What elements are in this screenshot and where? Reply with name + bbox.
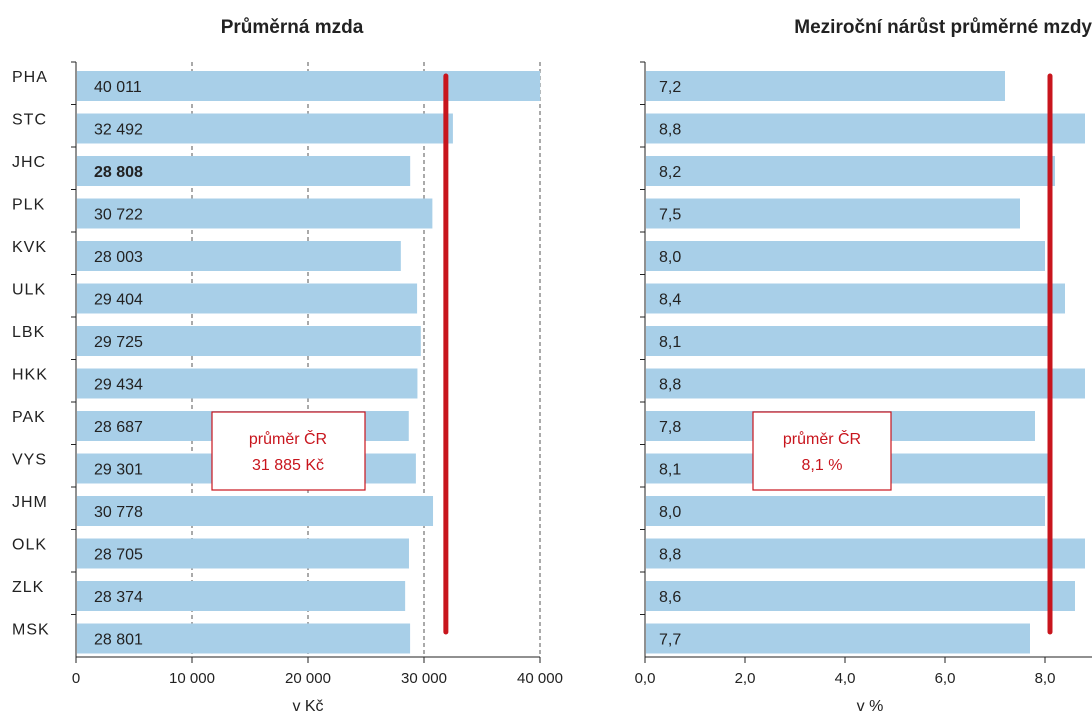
- right-value-label: 7,7: [659, 632, 681, 649]
- right-bar: [646, 113, 1085, 144]
- left-value-label: 28 687: [94, 419, 143, 436]
- left-bar: [77, 283, 418, 314]
- left-average-label-1: průměr ČR: [249, 429, 327, 448]
- category-label: ULK: [12, 282, 46, 299]
- left-average-label-2: 31 885 Kč: [252, 457, 324, 474]
- right-average-box: průměr ČR 8,1 %: [752, 411, 892, 491]
- right-bar: [646, 326, 1050, 356]
- right-ticks: 0,0 2,0 4,0 6,0 8,0: [635, 61, 1056, 687]
- right-x-axis-label: v %: [857, 698, 884, 715]
- right-value-label: 7,5: [659, 207, 681, 224]
- right-bar: [646, 368, 1085, 399]
- right-value-label: 8,0: [659, 249, 681, 266]
- category-label: ZLK: [12, 579, 44, 596]
- right-value-label: 8,8: [659, 547, 681, 564]
- left-value-label: 28 801: [94, 632, 143, 649]
- category-label: HKK: [12, 367, 48, 384]
- left-value-label: 40 011: [94, 79, 142, 96]
- left-bar: [77, 198, 433, 229]
- right-value-label: 7,2: [659, 79, 681, 96]
- right-x-tick-label: 2,0: [735, 670, 756, 687]
- left-x-axis-label: v Kč: [292, 698, 323, 715]
- category-label: OLK: [12, 537, 47, 554]
- left-value-label: 29 434: [94, 377, 143, 394]
- left-bar: [77, 496, 434, 526]
- left-x-tick-label: 0: [72, 670, 80, 687]
- category-label: STC: [12, 112, 47, 129]
- left-bar: [77, 538, 409, 569]
- left-bar: [77, 113, 453, 144]
- left-x-tick-label: 10 000: [169, 670, 215, 687]
- left-average-box: průměr ČR 31 885 Kč: [211, 411, 366, 491]
- right-value-label: 8,0: [659, 504, 681, 521]
- right-average-label-1: průměr ČR: [783, 429, 861, 448]
- left-bar: [77, 71, 541, 101]
- left-x-tick-label: 20 000: [285, 670, 331, 687]
- right-bar: [646, 623, 1030, 654]
- left-bar: [77, 241, 401, 271]
- category-label: MSK: [12, 622, 50, 639]
- left-chart-title: Průměrná mzda: [221, 17, 364, 38]
- right-x-tick-label: 4,0: [835, 670, 856, 687]
- left-bar: [77, 368, 418, 399]
- right-chart-title: Meziroční nárůst průměrné mzdy: [794, 17, 1092, 38]
- left-bar: [77, 581, 406, 611]
- left-value-label: 32 492: [94, 122, 143, 139]
- right-value-label: 8,6: [659, 589, 681, 606]
- right-x-tick-label: 8,0: [1035, 670, 1056, 687]
- right-panel: Meziroční nárůst průměrné mzdy 7,2 8,8 8,2…: [635, 17, 1092, 715]
- left-value-label: 29 404: [94, 292, 143, 309]
- left-value-label: 28 374: [94, 589, 143, 606]
- category-label: PHA: [12, 69, 48, 86]
- left-value-label: 30 778: [94, 504, 143, 521]
- left-value-label: 28 705: [94, 547, 143, 564]
- right-bar: [646, 198, 1020, 229]
- right-bars: 7,2 8,8 8,2 7,5 8,0 8,4 8,1 8,8 7,8 8,1 8,0 8,8 8,6 7…: [646, 71, 1085, 654]
- right-value-label: 8,1: [659, 334, 681, 351]
- left-panel: Průměrná mzda 40 011 PHA 32 492 STC 28 808 JH…: [12, 17, 563, 715]
- right-value-label: 8,1: [659, 462, 681, 479]
- right-value-label: 7,8: [659, 419, 681, 436]
- category-label: VYS: [12, 452, 47, 469]
- left-value-label: 29 301: [94, 462, 143, 479]
- category-label: PAK: [12, 409, 46, 426]
- left-bars: 40 011 PHA 32 492 STC 28 808 JHC 30 722 PLK 28 0…: [12, 69, 541, 654]
- left-bar: [77, 623, 411, 654]
- category-label: PLK: [12, 197, 45, 214]
- left-bar: [77, 326, 421, 356]
- right-bar: [646, 283, 1065, 314]
- right-bar: [646, 496, 1045, 526]
- left-ticks: 0 10 000 20 000 30 000 40 000: [71, 61, 563, 687]
- category-label: LBK: [12, 324, 45, 341]
- right-value-label: 8,4: [659, 292, 681, 309]
- left-x-tick-label: 30 000: [401, 670, 447, 687]
- left-value-label: 28 808: [94, 164, 143, 181]
- category-label: KVK: [12, 239, 47, 256]
- right-bar: [646, 538, 1085, 569]
- category-label: JHC: [12, 154, 46, 171]
- left-x-tick-label: 40 000: [517, 670, 563, 687]
- right-bar: [646, 71, 1005, 101]
- category-label: JHM: [12, 494, 48, 511]
- right-x-tick-label: 0,0: [635, 670, 656, 687]
- left-value-label: 30 722: [94, 207, 143, 224]
- right-bar: [646, 156, 1055, 186]
- right-bar: [646, 241, 1045, 271]
- right-value-label: 8,2: [659, 164, 681, 181]
- right-value-label: 8,8: [659, 377, 681, 394]
- left-bar: [77, 156, 411, 186]
- right-x-tick-label: 6,0: [935, 670, 956, 687]
- left-value-label: 28 003: [94, 249, 143, 266]
- right-average-label-2: 8,1 %: [802, 457, 843, 474]
- right-value-label: 8,8: [659, 122, 681, 139]
- right-bar: [646, 581, 1075, 611]
- left-value-label: 29 725: [94, 334, 143, 351]
